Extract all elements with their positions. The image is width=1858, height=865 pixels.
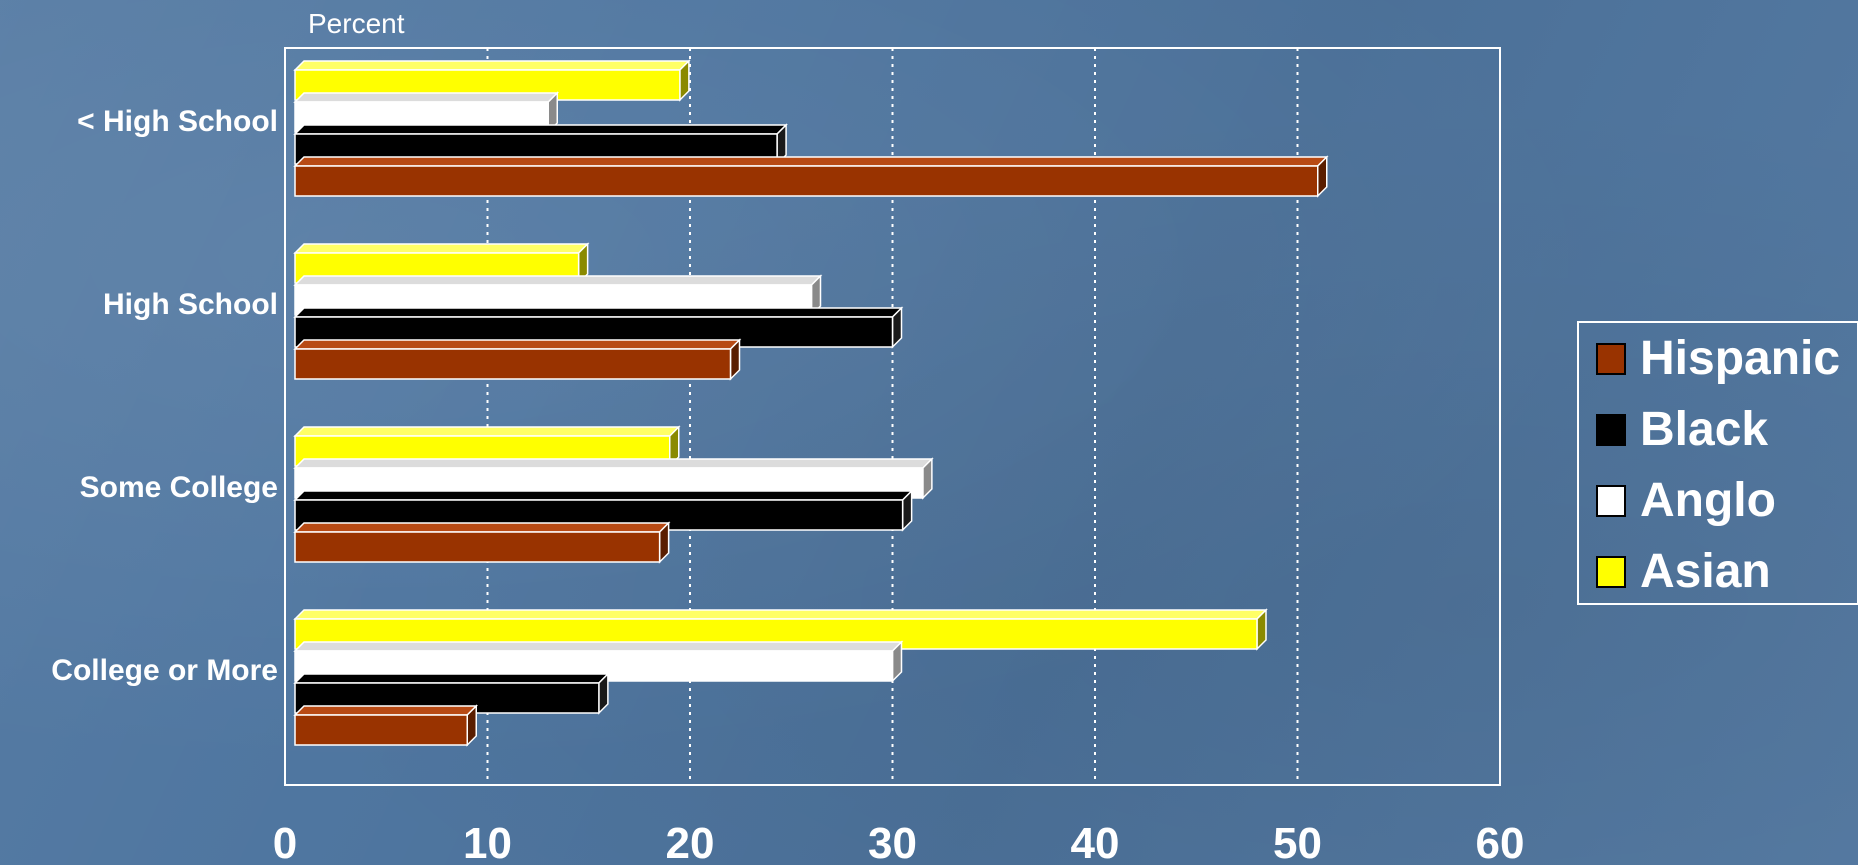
legend-label-hispanic: Hispanic (1640, 332, 1840, 385)
legend: Hispanic Black Anglo Asian (1577, 321, 1858, 605)
unit-label: Percent (308, 8, 405, 39)
bar-top-face (293, 522, 671, 533)
x-tick-label: 30 (868, 819, 917, 865)
bar-top-face (293, 156, 1329, 167)
bar-top-face (293, 124, 788, 135)
bar-black (293, 672, 610, 715)
legend-swatch-hispanic (1596, 343, 1626, 375)
x-tick-label: 60 (1476, 819, 1525, 865)
bar-top-face (293, 92, 560, 103)
bar-top-face (293, 705, 479, 716)
legend-box (1577, 321, 1858, 605)
x-tick-label: 10 (463, 819, 512, 865)
legend-swatch-anglo (1596, 485, 1626, 517)
bar-top-face (293, 426, 681, 437)
bar-front-face (294, 531, 661, 563)
bar-top-face (293, 490, 914, 501)
bar-hispanic (293, 704, 479, 747)
bar-top-face (293, 339, 742, 350)
bar-hispanic (293, 521, 671, 564)
bar-top-face (293, 641, 904, 652)
bar-top-face (293, 275, 823, 286)
bar-top-face (293, 60, 691, 71)
x-tick-label: 20 (666, 819, 715, 865)
legend-label-asian: Asian (1640, 545, 1771, 598)
bar-top-face (293, 458, 934, 469)
category-label: Some College (80, 471, 278, 504)
legend-swatch-black (1596, 414, 1626, 446)
category-labels: < High School High School Some College Coll… (51, 105, 278, 687)
bar-top-face (293, 609, 1268, 620)
category-label: College or More (51, 654, 278, 687)
category-label: High School (103, 288, 278, 321)
bar-front-face (294, 714, 468, 746)
bar-top-face (293, 243, 590, 254)
bar-top-face (293, 307, 904, 318)
category-label: < High School (77, 105, 278, 138)
x-tick-labels: 0 10 20 30 40 50 60 (273, 819, 1525, 865)
bars (293, 59, 1329, 747)
legend-label-anglo: Anglo (1640, 474, 1776, 527)
x-tick-label: 0 (273, 819, 297, 865)
legend-swatch-asian (1596, 556, 1626, 588)
bar-front-face (294, 165, 1319, 197)
bar-front-face (294, 348, 732, 380)
legend-label-black: Black (1640, 403, 1768, 456)
bar-hispanic (293, 155, 1329, 198)
bar-hispanic (293, 338, 742, 381)
x-tick-label: 40 (1071, 819, 1120, 865)
x-tick-label: 50 (1273, 819, 1322, 865)
bar-top-face (293, 673, 610, 684)
bar-anglo (293, 640, 904, 683)
